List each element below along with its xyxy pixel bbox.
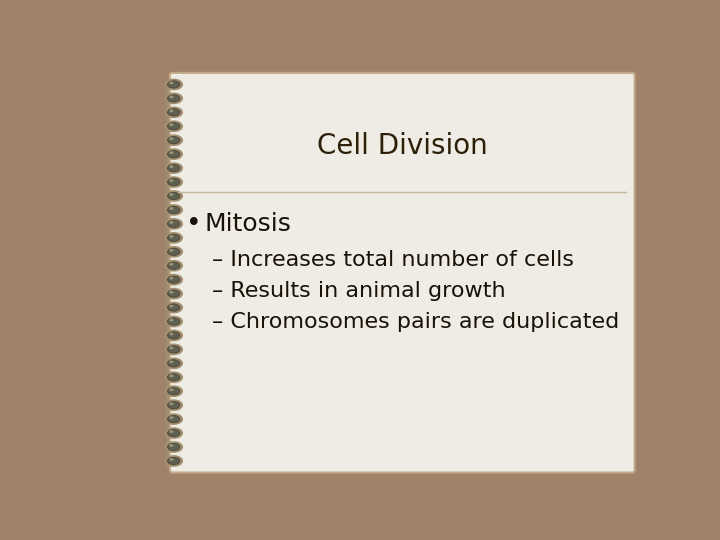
Ellipse shape [166, 107, 182, 117]
Ellipse shape [166, 149, 182, 159]
Ellipse shape [169, 360, 174, 363]
Ellipse shape [168, 388, 180, 395]
Ellipse shape [166, 386, 182, 396]
Ellipse shape [169, 207, 174, 210]
Ellipse shape [168, 220, 180, 227]
Ellipse shape [169, 305, 174, 307]
Ellipse shape [168, 276, 180, 284]
Ellipse shape [168, 206, 180, 213]
Text: – Chromosomes pairs are duplicated: – Chromosomes pairs are duplicated [212, 312, 619, 332]
Ellipse shape [169, 458, 174, 461]
Ellipse shape [166, 288, 182, 299]
Text: Cell Division: Cell Division [317, 132, 487, 160]
Ellipse shape [168, 402, 180, 409]
Ellipse shape [166, 122, 182, 131]
Ellipse shape [169, 193, 174, 196]
Text: – Results in animal growth: – Results in animal growth [212, 281, 506, 301]
Ellipse shape [169, 221, 174, 224]
Ellipse shape [166, 233, 182, 243]
Text: – Increases total number of cells: – Increases total number of cells [212, 250, 575, 270]
Ellipse shape [166, 345, 182, 354]
Ellipse shape [166, 177, 182, 187]
Ellipse shape [169, 151, 174, 154]
Ellipse shape [166, 400, 182, 410]
Ellipse shape [166, 93, 182, 103]
Ellipse shape [169, 110, 174, 112]
Ellipse shape [168, 95, 180, 102]
Ellipse shape [169, 430, 174, 433]
Ellipse shape [166, 135, 182, 145]
Ellipse shape [166, 191, 182, 201]
Ellipse shape [169, 402, 174, 405]
Ellipse shape [169, 333, 174, 335]
Ellipse shape [169, 179, 174, 182]
Ellipse shape [168, 443, 180, 450]
Ellipse shape [168, 290, 180, 297]
Ellipse shape [168, 429, 180, 437]
Ellipse shape [169, 123, 174, 126]
Ellipse shape [169, 347, 174, 349]
Ellipse shape [166, 330, 182, 340]
Ellipse shape [166, 316, 182, 327]
Ellipse shape [168, 137, 180, 144]
Ellipse shape [168, 332, 180, 339]
Ellipse shape [168, 165, 180, 172]
FancyBboxPatch shape [170, 73, 634, 472]
Ellipse shape [169, 82, 174, 84]
Text: •: • [186, 211, 202, 238]
Ellipse shape [169, 263, 174, 266]
Ellipse shape [168, 346, 180, 353]
Ellipse shape [168, 262, 180, 269]
Ellipse shape [168, 178, 180, 186]
Ellipse shape [168, 374, 180, 381]
Ellipse shape [169, 374, 174, 377]
Ellipse shape [166, 219, 182, 229]
Ellipse shape [166, 163, 182, 173]
Ellipse shape [166, 247, 182, 257]
Ellipse shape [168, 151, 180, 158]
Ellipse shape [168, 81, 180, 88]
Ellipse shape [169, 249, 174, 252]
Ellipse shape [169, 319, 174, 321]
Ellipse shape [168, 457, 180, 464]
Ellipse shape [169, 235, 174, 238]
Ellipse shape [169, 96, 174, 98]
Ellipse shape [168, 318, 180, 325]
Ellipse shape [166, 456, 182, 466]
Ellipse shape [166, 414, 182, 424]
Ellipse shape [166, 428, 182, 438]
Ellipse shape [168, 123, 180, 130]
Ellipse shape [166, 261, 182, 271]
Ellipse shape [169, 137, 174, 140]
Ellipse shape [168, 415, 180, 423]
Ellipse shape [166, 372, 182, 382]
Ellipse shape [166, 79, 182, 90]
Ellipse shape [168, 360, 180, 367]
Ellipse shape [169, 165, 174, 168]
Ellipse shape [166, 205, 182, 215]
Ellipse shape [169, 277, 174, 280]
Text: Mitosis: Mitosis [204, 212, 292, 237]
Ellipse shape [166, 359, 182, 368]
Ellipse shape [169, 388, 174, 391]
Ellipse shape [166, 275, 182, 285]
Ellipse shape [168, 192, 180, 200]
Ellipse shape [168, 248, 180, 255]
Ellipse shape [166, 442, 182, 452]
Ellipse shape [168, 234, 180, 241]
Ellipse shape [169, 291, 174, 294]
Ellipse shape [168, 304, 180, 311]
Ellipse shape [168, 109, 180, 116]
Ellipse shape [169, 416, 174, 419]
Ellipse shape [166, 302, 182, 313]
Ellipse shape [169, 444, 174, 447]
